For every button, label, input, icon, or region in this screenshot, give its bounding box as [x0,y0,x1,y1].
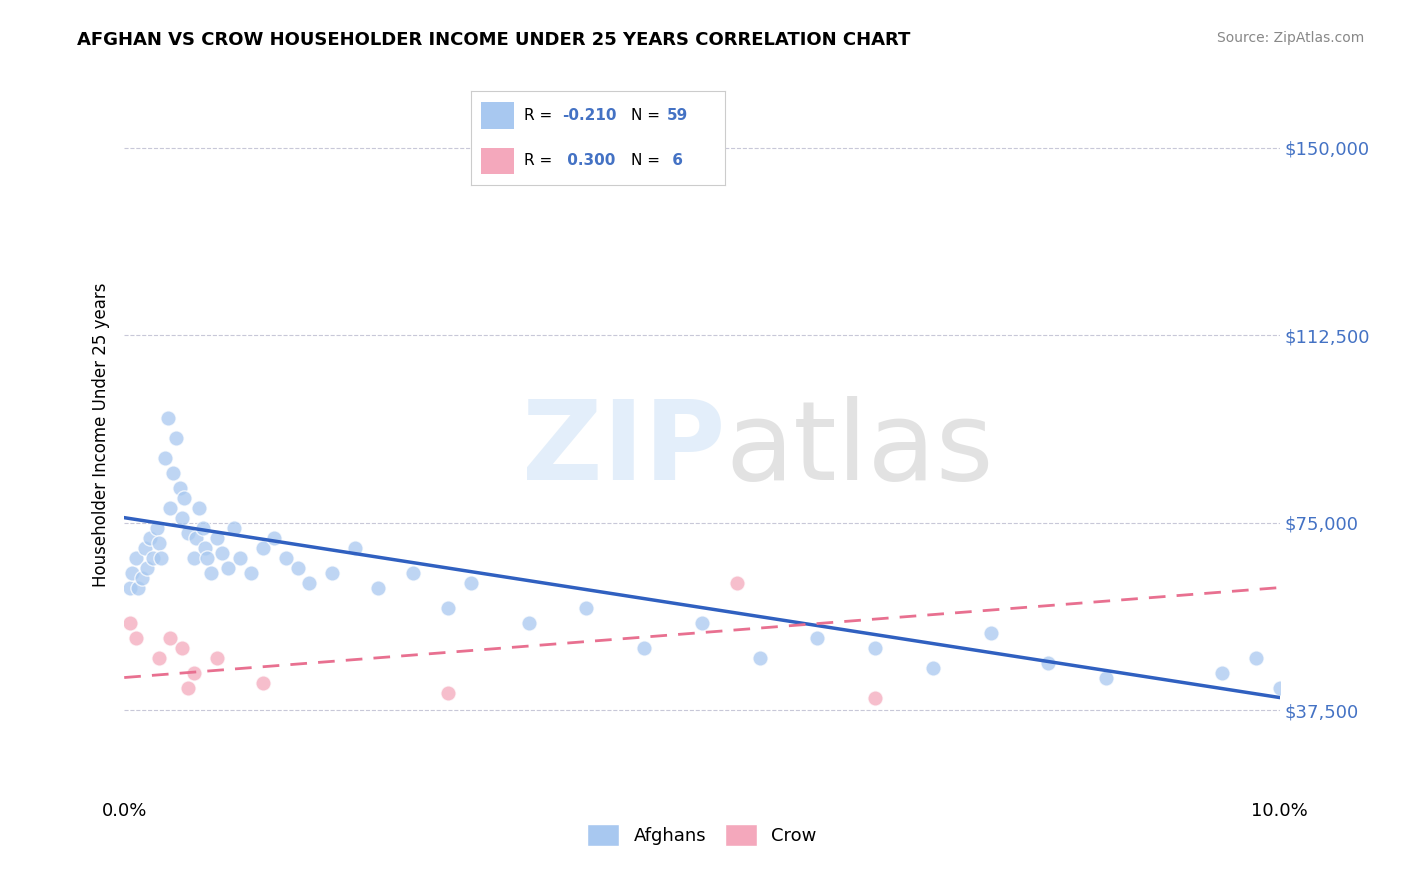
Point [217,560,239,574]
Point [184,531,207,545]
Point [252,541,274,555]
Point [183,550,205,565]
Point [240,566,263,580]
Point [460,575,482,590]
Point [436,685,458,699]
Point [263,531,285,545]
Point [367,581,389,595]
Point [125,550,148,565]
Point [517,615,540,630]
Point [863,690,886,705]
Point [134,541,156,555]
Point [633,640,655,655]
Point [1246,650,1268,665]
Point [690,615,713,630]
Point [274,550,297,565]
Point [205,531,228,545]
Point [229,550,252,565]
Point [159,500,181,515]
Point [157,410,180,425]
Point [170,640,193,655]
Point [863,640,886,655]
Point [298,575,321,590]
Text: ZIP: ZIP [522,396,725,503]
Point [205,650,228,665]
Point [177,681,200,695]
Point [344,541,367,555]
Point [121,566,143,580]
Legend: Afghans, Crow: Afghans, Crow [579,817,824,854]
Text: AFGHAN VS CROW HOUSEHOLDER INCOME UNDER 25 YEARS CORRELATION CHART: AFGHAN VS CROW HOUSEHOLDER INCOME UNDER … [77,31,911,49]
Point [922,660,945,674]
Point [148,650,170,665]
Point [402,566,425,580]
Point [287,560,309,574]
Point [150,550,173,565]
Point [142,550,165,565]
Text: atlas: atlas [725,396,994,503]
Point [575,600,598,615]
Y-axis label: Householder Income Under 25 years: Householder Income Under 25 years [93,283,110,588]
Point [197,550,219,565]
Point [165,431,187,445]
Point [169,481,191,495]
Point [222,521,245,535]
Point [980,625,1002,640]
Point [148,535,170,549]
Point [211,546,233,560]
Point [1038,656,1060,670]
Point [170,510,193,524]
Point [162,466,184,480]
Point [145,521,167,535]
Text: Source: ZipAtlas.com: Source: ZipAtlas.com [1216,31,1364,45]
Point [153,450,176,465]
Point [183,665,205,680]
Point [173,491,195,505]
Point [748,650,770,665]
Point [131,571,153,585]
Point [138,531,160,545]
Point [188,500,211,515]
Point [191,521,214,535]
Point [136,560,159,574]
Point [1268,681,1291,695]
Point [127,581,149,595]
Point [159,631,181,645]
Point [321,566,343,580]
Point [436,600,458,615]
Point [118,615,141,630]
Point [177,525,200,540]
Point [125,631,148,645]
Point [200,566,222,580]
Point [118,581,141,595]
Point [194,541,217,555]
Point [1095,671,1118,685]
Point [806,631,828,645]
Point [1211,665,1233,680]
Point [725,575,748,590]
Point [252,675,274,690]
